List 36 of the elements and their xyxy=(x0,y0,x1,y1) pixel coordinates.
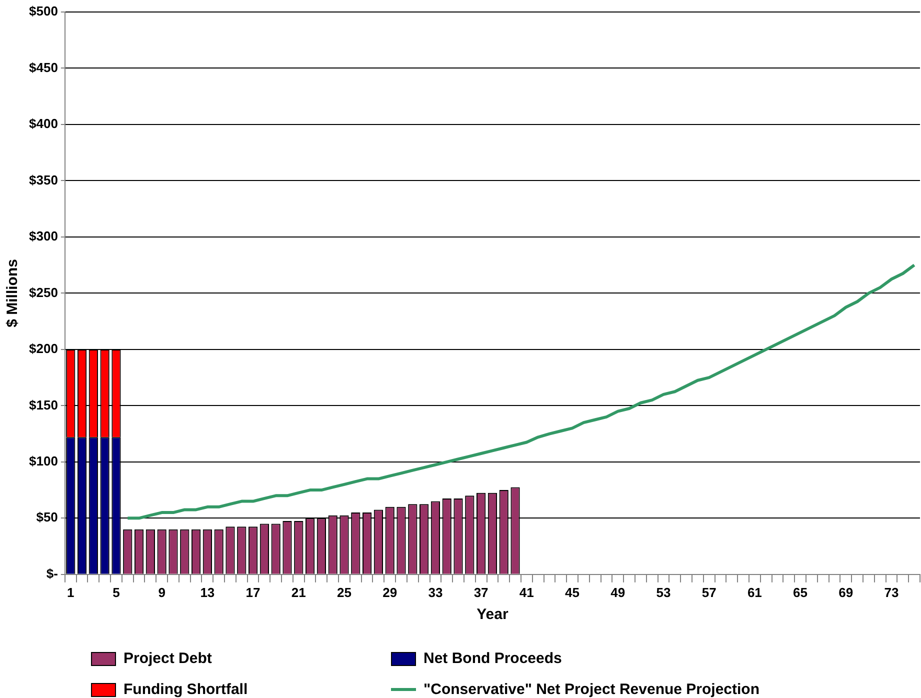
x-tick-label: 25 xyxy=(337,584,352,600)
x-tick-label: 9 xyxy=(158,584,166,600)
y-tick-label: $450 xyxy=(29,60,58,75)
x-tick-label: 73 xyxy=(884,584,899,600)
x-tick-label: 33 xyxy=(428,584,443,600)
x-tick-label: 53 xyxy=(656,584,671,600)
legend-label: "Conservative" Net Project Revenue Projection xyxy=(424,681,760,698)
x-tick-label: 69 xyxy=(838,584,854,600)
legend-label: Funding Shortfall xyxy=(124,681,248,698)
y-axis-title: $ Millions xyxy=(4,259,22,328)
y-tick-label: $250 xyxy=(29,284,58,300)
x-tick-label: 61 xyxy=(747,584,762,600)
y-tick-label: $300 xyxy=(29,228,58,244)
y-tick-label: $500 xyxy=(29,4,58,19)
y-tick-label: $50 xyxy=(36,510,58,525)
x-tick-label: 57 xyxy=(702,584,716,600)
x-tick-label: 41 xyxy=(519,584,534,600)
x-axis-title: Year xyxy=(476,606,508,624)
y-tick-label: $400 xyxy=(29,116,58,132)
x-tick-label: 29 xyxy=(382,584,398,600)
x-tick-label: 65 xyxy=(793,584,808,600)
y-tick-label: $150 xyxy=(29,397,58,412)
x-tick-label: 5 xyxy=(112,584,120,600)
x-tick-label: 45 xyxy=(565,584,580,600)
x-tick-label: 49 xyxy=(610,584,626,600)
x-tick-label: 37 xyxy=(474,584,488,600)
y-tick-label: $100 xyxy=(29,454,58,468)
x-tick-label: 1 xyxy=(67,584,74,600)
x-tick-label: 21 xyxy=(291,584,306,600)
y-tick-label: $350 xyxy=(29,172,58,188)
y-tick-label: $- xyxy=(46,566,58,581)
x-tick-label: 13 xyxy=(200,584,215,600)
x-tick-label: 17 xyxy=(246,584,260,600)
y-tick-label: $200 xyxy=(29,341,58,356)
legend-label: Project Debt xyxy=(124,650,212,667)
legend-label: Net Bond Proceeds xyxy=(424,650,562,667)
